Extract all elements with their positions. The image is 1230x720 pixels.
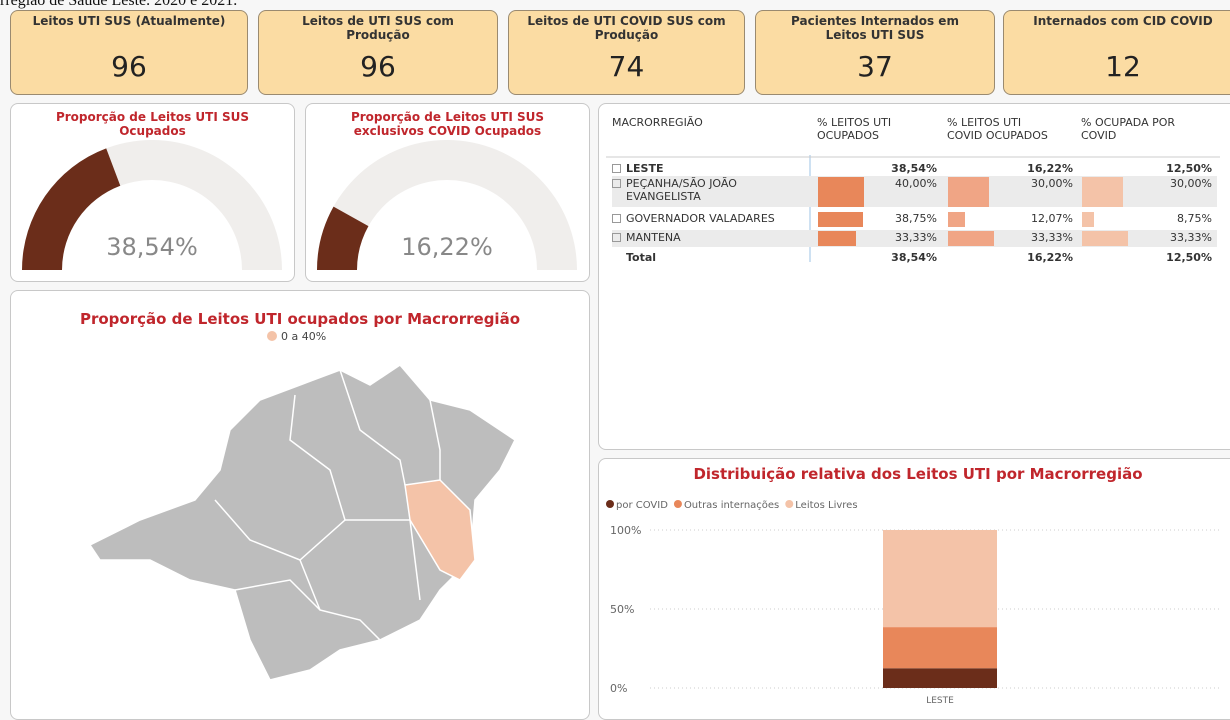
kpi-title: Leitos de UTI COVID SUS com Produção [527,14,726,42]
kpi-card [755,10,995,95]
gauge-title: Proporção de Leitos UTI SUS exclusivos C… [350,110,545,138]
cell-value: 33,33% [1170,231,1212,244]
cell-value: 12,07% [1031,212,1073,225]
cell-value: 30,00% [1170,177,1212,190]
region-border [234,579,321,611]
cell-bar [818,212,863,227]
y-tick-label: 0% [610,682,627,695]
cell-value: 33,33% [895,231,937,244]
gauge-arc [22,148,121,270]
cell-bar [818,231,857,246]
gauge-track [317,140,577,270]
column-header: % OCUPADA POR COVID [1081,116,1176,142]
kpi-card [508,10,745,95]
row-label: MANTENA [626,231,681,244]
table-panel [598,103,1230,450]
map-legend: 0 a 40% [281,330,327,343]
bar-segment [883,627,997,669]
cell-value: 33,33% [1031,231,1073,244]
cell-value: 40,00% [895,177,937,190]
map-legend-swatch [267,331,277,341]
legend-label: Outras internações [684,500,779,511]
kpi-card [1003,10,1230,95]
cell-value: 16,22% [1027,251,1073,264]
cell-value: 16,22% [1027,162,1073,175]
kpi-card [10,10,248,95]
state-shape [88,364,516,681]
gauge-arc [317,206,369,270]
row-label: GOVERNADOR VALADARES [626,212,775,225]
map [88,364,516,681]
cell-bar [818,177,864,207]
kpi-value: 12 [1105,50,1141,83]
bar-segment [883,668,997,688]
expand-icon [612,233,621,242]
region-border [345,519,421,601]
highlighted-region [404,479,476,581]
cell-value: 12,50% [1166,162,1212,175]
cell-value: 38,54% [891,162,937,175]
y-tick-label: 50% [610,603,634,616]
kpi-title: Leitos UTI SUS (Atualmente) [32,14,226,28]
region-border [429,399,441,480]
kpi-value: 96 [360,50,396,83]
kpi-value: 74 [608,50,645,83]
kpi-value: 96 [111,50,147,83]
y-tick-label: 100% [610,524,641,537]
row-band [612,230,1217,247]
cell-value: 8,75% [1177,212,1212,225]
row-label: LESTE [626,162,664,175]
cell-value: 30,00% [1031,177,1073,190]
legend-swatch [673,500,682,508]
row-label: Total [626,251,657,264]
caption: rregião de Saúde Leste. 2020 e 2021. [0,0,238,9]
region-border [339,369,406,486]
cell-bar [1082,177,1124,207]
cell-value: 38,75% [895,212,937,225]
cell-bar [948,177,990,207]
expand-icon [612,214,621,223]
cell-bar [948,231,994,246]
kpi-title: Internados com CID COVID [1033,14,1213,28]
kpi-title: Pacientes Internados em Leitos UTI SUS [791,14,959,42]
region-border [299,559,381,641]
chart-title: Distribuição relativa dos Leitos UTI por… [693,465,1143,483]
cell-bar [1082,212,1095,227]
cell-value: 12,50% [1166,251,1212,264]
bar-segment [883,530,997,628]
legend-label: Leitos Livres [795,500,857,511]
expand-icon [612,179,621,188]
column-header: MACRORREGIÃO [612,116,703,129]
x-tick-label: LESTE [926,696,954,706]
legend-label: por COVID [616,500,668,511]
map-title: Proporção de Leitos UTI ocupados por Mac… [79,310,521,328]
kpi-title: Leitos de UTI SUS com Produção [302,14,454,42]
legend-swatch [785,500,794,508]
cell-bar [948,212,965,227]
legend-swatch [606,500,614,508]
cell-value: 38,54% [891,251,937,264]
column-header: % LEITOS UTI OCUPADOS [817,116,892,142]
kpi-card [258,10,498,95]
column-header: % LEITOS UTI COVID OCUPADOS [947,116,1048,142]
kpi-value: 37 [857,50,893,83]
gauge-value: 16,22% [401,233,493,261]
cell-bar [1082,231,1128,246]
gauge-title: Proporção de Leitos UTI SUS Ocupados [55,110,250,138]
expand-icon [612,164,621,173]
row-label: PEÇANHA/SÃO JOÃO EVANGELISTA [626,177,737,203]
gauge-value: 38,54% [106,233,198,261]
